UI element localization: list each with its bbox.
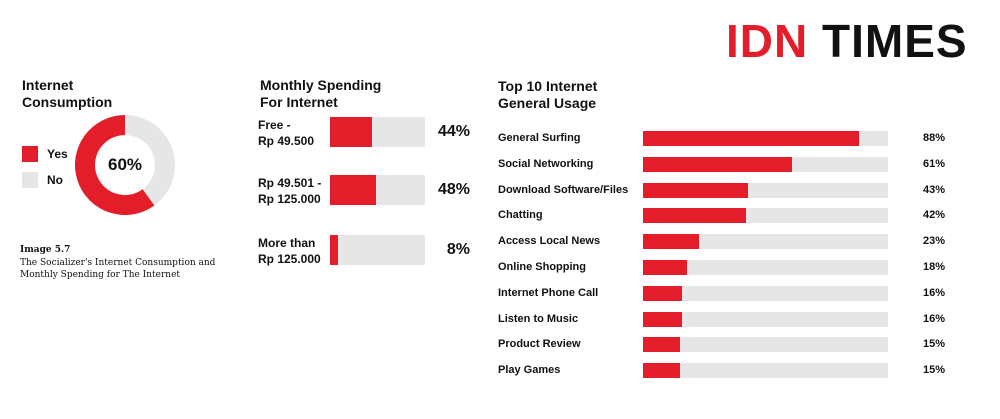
spending-label: More than Rp 125.000 [258, 236, 321, 266]
donut-center-label: 60% [107, 155, 143, 174]
usage-bar [643, 131, 859, 146]
idn-times-logo: IDN TIMES [726, 15, 968, 67]
usage-bar [643, 337, 680, 353]
usage-bar-track [643, 285, 888, 301]
usage-label: Online Shopping [498, 261, 586, 273]
usage-value-label: 43% [922, 183, 945, 196]
usage-label: Social Networking [498, 157, 594, 170]
spending-label: Rp 49.501 - Rp 125.000 [258, 176, 322, 206]
usage-bar [643, 182, 749, 198]
usage-bar-track [643, 208, 888, 224]
legend-yes-label: Yes [47, 147, 68, 161]
usage-bar-track [643, 182, 888, 198]
usage-label: Chatting [498, 209, 543, 222]
donut-slice-yes [75, 115, 155, 215]
usage-label: General Surfing [498, 132, 581, 144]
usage-value-label: 42% [922, 209, 945, 222]
usage-label: Listen to Music [498, 312, 579, 325]
legend-no-label: No [47, 173, 63, 187]
spending-value-label: 44% [437, 123, 470, 140]
spending-bar-track [330, 235, 425, 265]
usage-bar-track [643, 260, 888, 275]
usage-value-label: 16% [922, 286, 945, 299]
spending-label: Free - Rp 49.500 [258, 118, 315, 148]
usage-bar [643, 260, 688, 275]
usage-label: Download Software/Files [498, 183, 629, 196]
usage-value-label: 61% [922, 157, 945, 170]
usage-bar [643, 208, 746, 224]
usage-value-label: 23% [922, 235, 945, 248]
usage-title: Top 10 Internet General Usage [498, 78, 598, 111]
usage-bar [643, 285, 683, 301]
usage-bar-track [643, 156, 888, 172]
spending-bar-track [330, 175, 425, 205]
usage-label: Product Review [498, 338, 581, 351]
usage-bar [643, 234, 700, 250]
usage-label: Play Games [498, 364, 561, 377]
usage-bar-track [643, 363, 888, 379]
usage-bar [643, 363, 680, 379]
spending-bar-track [330, 117, 425, 147]
usage-value-label: 18% [922, 261, 945, 273]
usage-bar-track [643, 311, 888, 327]
usage-bar-track [643, 337, 888, 353]
spending-bar [330, 235, 338, 265]
spending-value-label: 8% [446, 241, 470, 258]
usage-bar [643, 156, 793, 172]
usage-value-label: 16% [922, 312, 945, 325]
legend-no-swatch [22, 172, 38, 188]
usage-value-label: 15% [922, 364, 945, 377]
usage-label: Access Local News [498, 235, 601, 248]
donut-chart [75, 115, 175, 215]
spending-title: Monthly Spending For Internet [260, 77, 382, 110]
donut-slice-no [125, 115, 175, 206]
usage-value-label: 15% [922, 338, 945, 351]
spending-bar [330, 117, 372, 147]
usage-value-label: 88% [922, 132, 945, 144]
legend-yes-swatch [22, 146, 38, 162]
spending-bar [330, 175, 376, 205]
usage-bar [643, 311, 683, 327]
usage-bar-track [643, 234, 888, 250]
usage-label: Internet Phone Call [498, 286, 599, 299]
usage-bar-track [643, 131, 888, 146]
caption-title: Image 5.7 [20, 245, 71, 255]
caption-text: The Socializer's Internet Consumption an… [20, 258, 216, 280]
consumption-title: Internet Consumption [22, 77, 113, 110]
spending-value-label: 48% [437, 181, 470, 198]
